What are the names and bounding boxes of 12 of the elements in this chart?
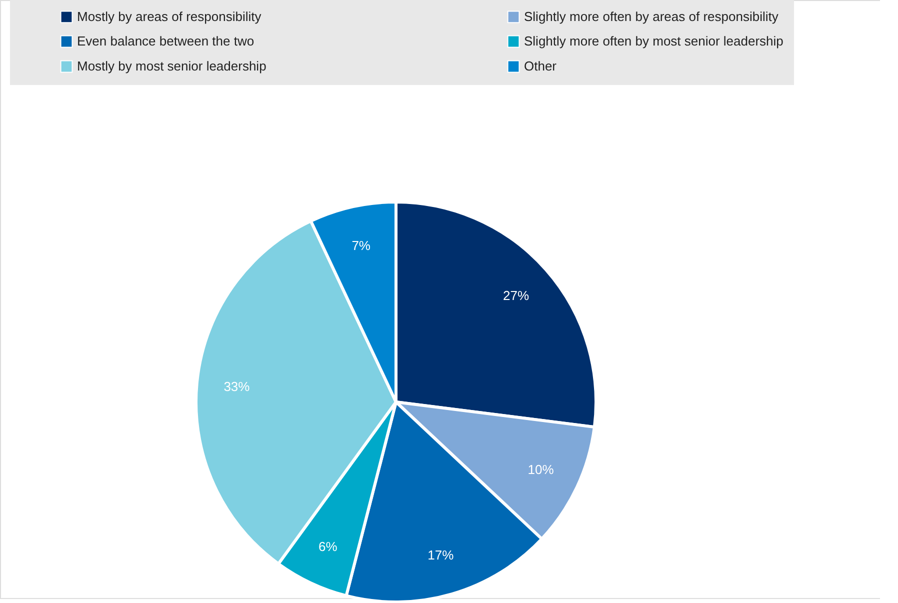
legend-label: Slightly more often by areas of responsibility xyxy=(524,8,779,24)
data-label: 10% xyxy=(528,462,554,478)
legend-label: Even balance between the two xyxy=(77,34,254,48)
legend-label: Mostly by areas of responsibility xyxy=(77,8,262,24)
data-label: 7% xyxy=(352,238,371,253)
legend-label: Mostly by most senior leadership xyxy=(77,58,266,74)
legend-label: Slightly more often by most senior leadership xyxy=(524,34,784,48)
data-label: 6% xyxy=(318,538,338,554)
data-label: 17% xyxy=(428,548,454,563)
data-label: 27% xyxy=(503,288,530,304)
data-label: 33% xyxy=(224,378,250,394)
legend-label: Other xyxy=(524,58,558,74)
